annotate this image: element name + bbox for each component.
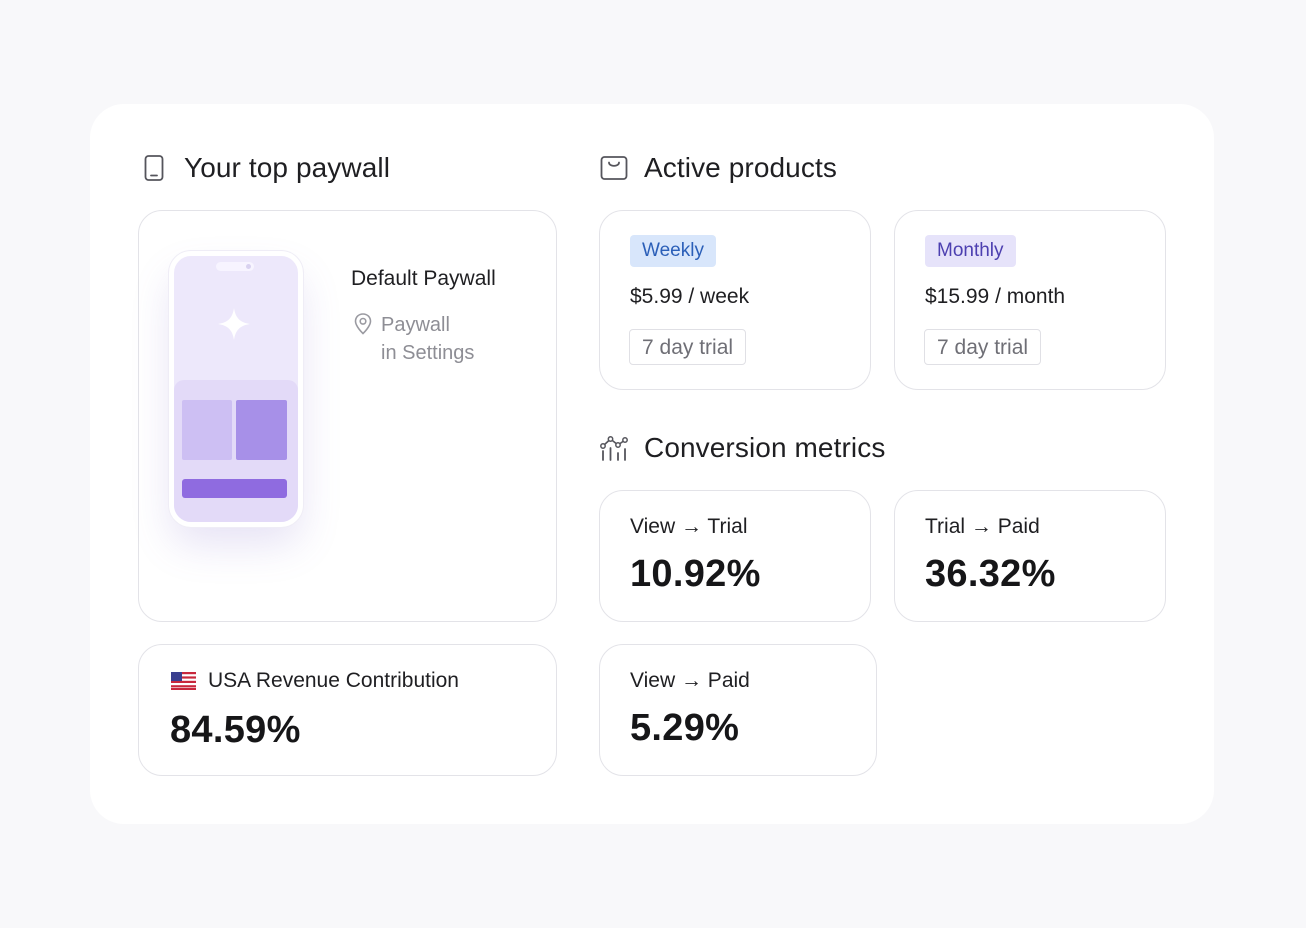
product-price: $5.99 / week [630,285,750,308]
metric-card-view-paid: View → Paid 5.29% [599,644,877,776]
trial-badge: 7 day trial [629,329,747,365]
product-badge-monthly: Monthly [925,235,1016,267]
product-card-weekly[interactable]: Weekly $5.99 / week 7 day trial [599,210,871,390]
conversion-metrics-title: Conversion metrics [644,432,886,463]
product-badge-weekly: Weekly [630,235,716,267]
conversion-metrics-heading: Conversion metrics [600,432,885,464]
sparkle-icon [218,308,250,340]
product-price: $15.99 / month [925,285,1066,308]
product-card-monthly[interactable]: Monthly $15.99 / month 7 day trial [894,210,1166,390]
location-pin-icon [354,313,372,335]
top-paywall-title: Your top paywall [184,152,391,183]
usa-revenue-label: USA Revenue Contribution [208,669,459,692]
paywall-card[interactable]: Default Paywall Paywall in Settings [138,210,557,622]
usa-revenue-value: 84.59% [170,709,301,751]
paywall-preview-button [182,479,287,498]
trial-badge: 7 day trial [924,329,1042,365]
paywall-preview-image [169,251,303,527]
phone-icon [140,154,168,182]
metric-label: Trial → Paid [925,515,1040,538]
active-products-heading: Active products [600,152,837,184]
paywall-location: Paywall in Settings [353,311,474,367]
us-flag-icon [171,672,196,690]
metric-card-view-trial: View → Trial 10.92% [599,490,871,622]
metric-value: 36.32% [925,553,1056,595]
usa-revenue-card: USA Revenue Contribution 84.59% [138,644,557,776]
metric-card-trial-paid: Trial → Paid 36.32% [894,490,1166,622]
paywall-location-line2: in Settings [381,342,475,364]
active-products-title: Active products [644,152,837,183]
dashboard-panel: Your top paywall Default Paywall Paywall [90,104,1214,824]
paywall-name: Default Paywall [351,267,496,290]
shopping-bag-icon [600,154,628,182]
paywall-location-line1: Paywall [381,314,450,336]
metric-label: View → Trial [630,515,748,538]
metric-value: 5.29% [630,707,740,749]
metric-label: View → Paid [630,669,750,692]
chart-icon [600,434,628,462]
top-paywall-heading: Your top paywall [140,152,390,184]
metric-value: 10.92% [630,553,761,595]
